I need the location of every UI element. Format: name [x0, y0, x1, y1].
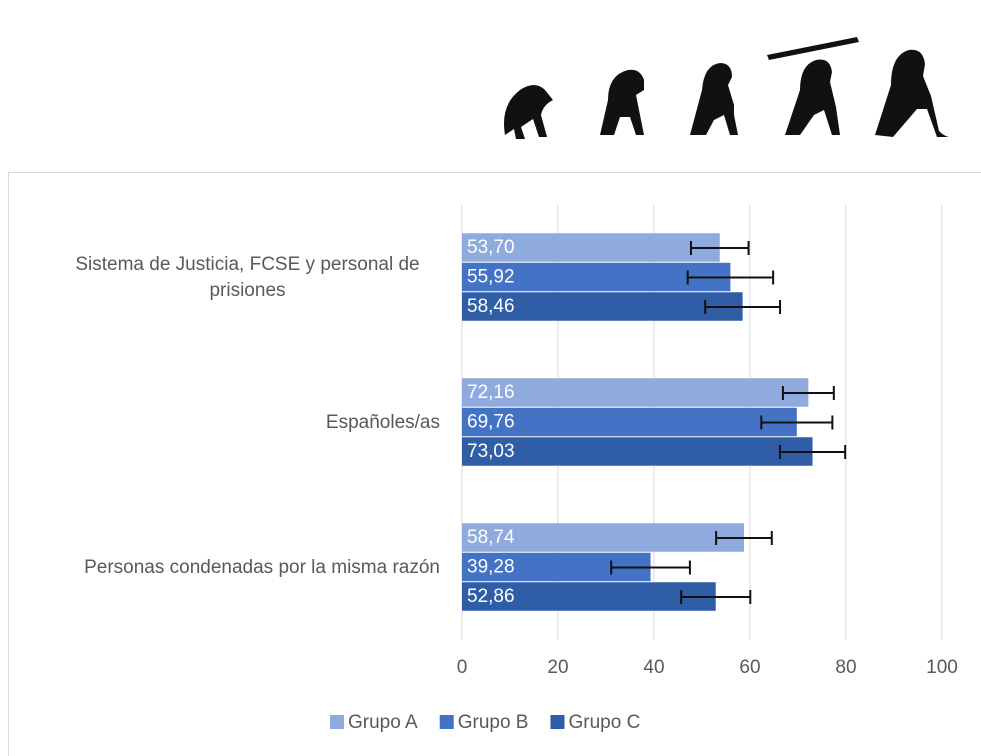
legend-label: Grupo C: [568, 712, 640, 733]
legend-swatch: [330, 715, 344, 729]
value-label: 52,86: [467, 586, 515, 607]
x-tick-label: 40: [643, 657, 664, 678]
legend-label: Grupo B: [458, 712, 529, 733]
bar: [462, 292, 743, 321]
chart-frame: [8, 172, 981, 756]
bar: [462, 523, 744, 552]
bar: [462, 437, 813, 466]
value-label: 39,28: [467, 557, 515, 578]
bar: [462, 262, 731, 292]
value-label: 73,03: [467, 441, 515, 462]
legend-label: Grupo A: [348, 712, 418, 733]
x-tick-label: 100: [926, 657, 958, 678]
category-label: Españoles/as: [325, 411, 440, 433]
x-tick-label: 20: [547, 657, 568, 678]
value-label: 58,46: [467, 296, 515, 317]
bar: [462, 407, 797, 437]
value-label: 58,74: [467, 527, 515, 548]
category-label: Personas condenadas por la misma razón: [84, 556, 440, 578]
value-label: 55,92: [467, 267, 515, 288]
category-label: Sistema de Justicia, FCSE y personal de …: [75, 253, 420, 301]
bar: [462, 233, 720, 262]
value-label: 69,76: [467, 412, 515, 433]
x-tick-label: 0: [457, 657, 468, 678]
bar: [462, 582, 716, 611]
legend-swatch: [550, 715, 565, 729]
bar: [462, 378, 809, 407]
value-label: 72,16: [467, 382, 515, 403]
x-tick-label: 80: [835, 657, 856, 678]
evolution-illustration: [504, 37, 949, 139]
legend-swatch: [439, 715, 454, 729]
x-tick-label: 60: [739, 657, 760, 678]
value-label: 53,70: [467, 237, 515, 258]
